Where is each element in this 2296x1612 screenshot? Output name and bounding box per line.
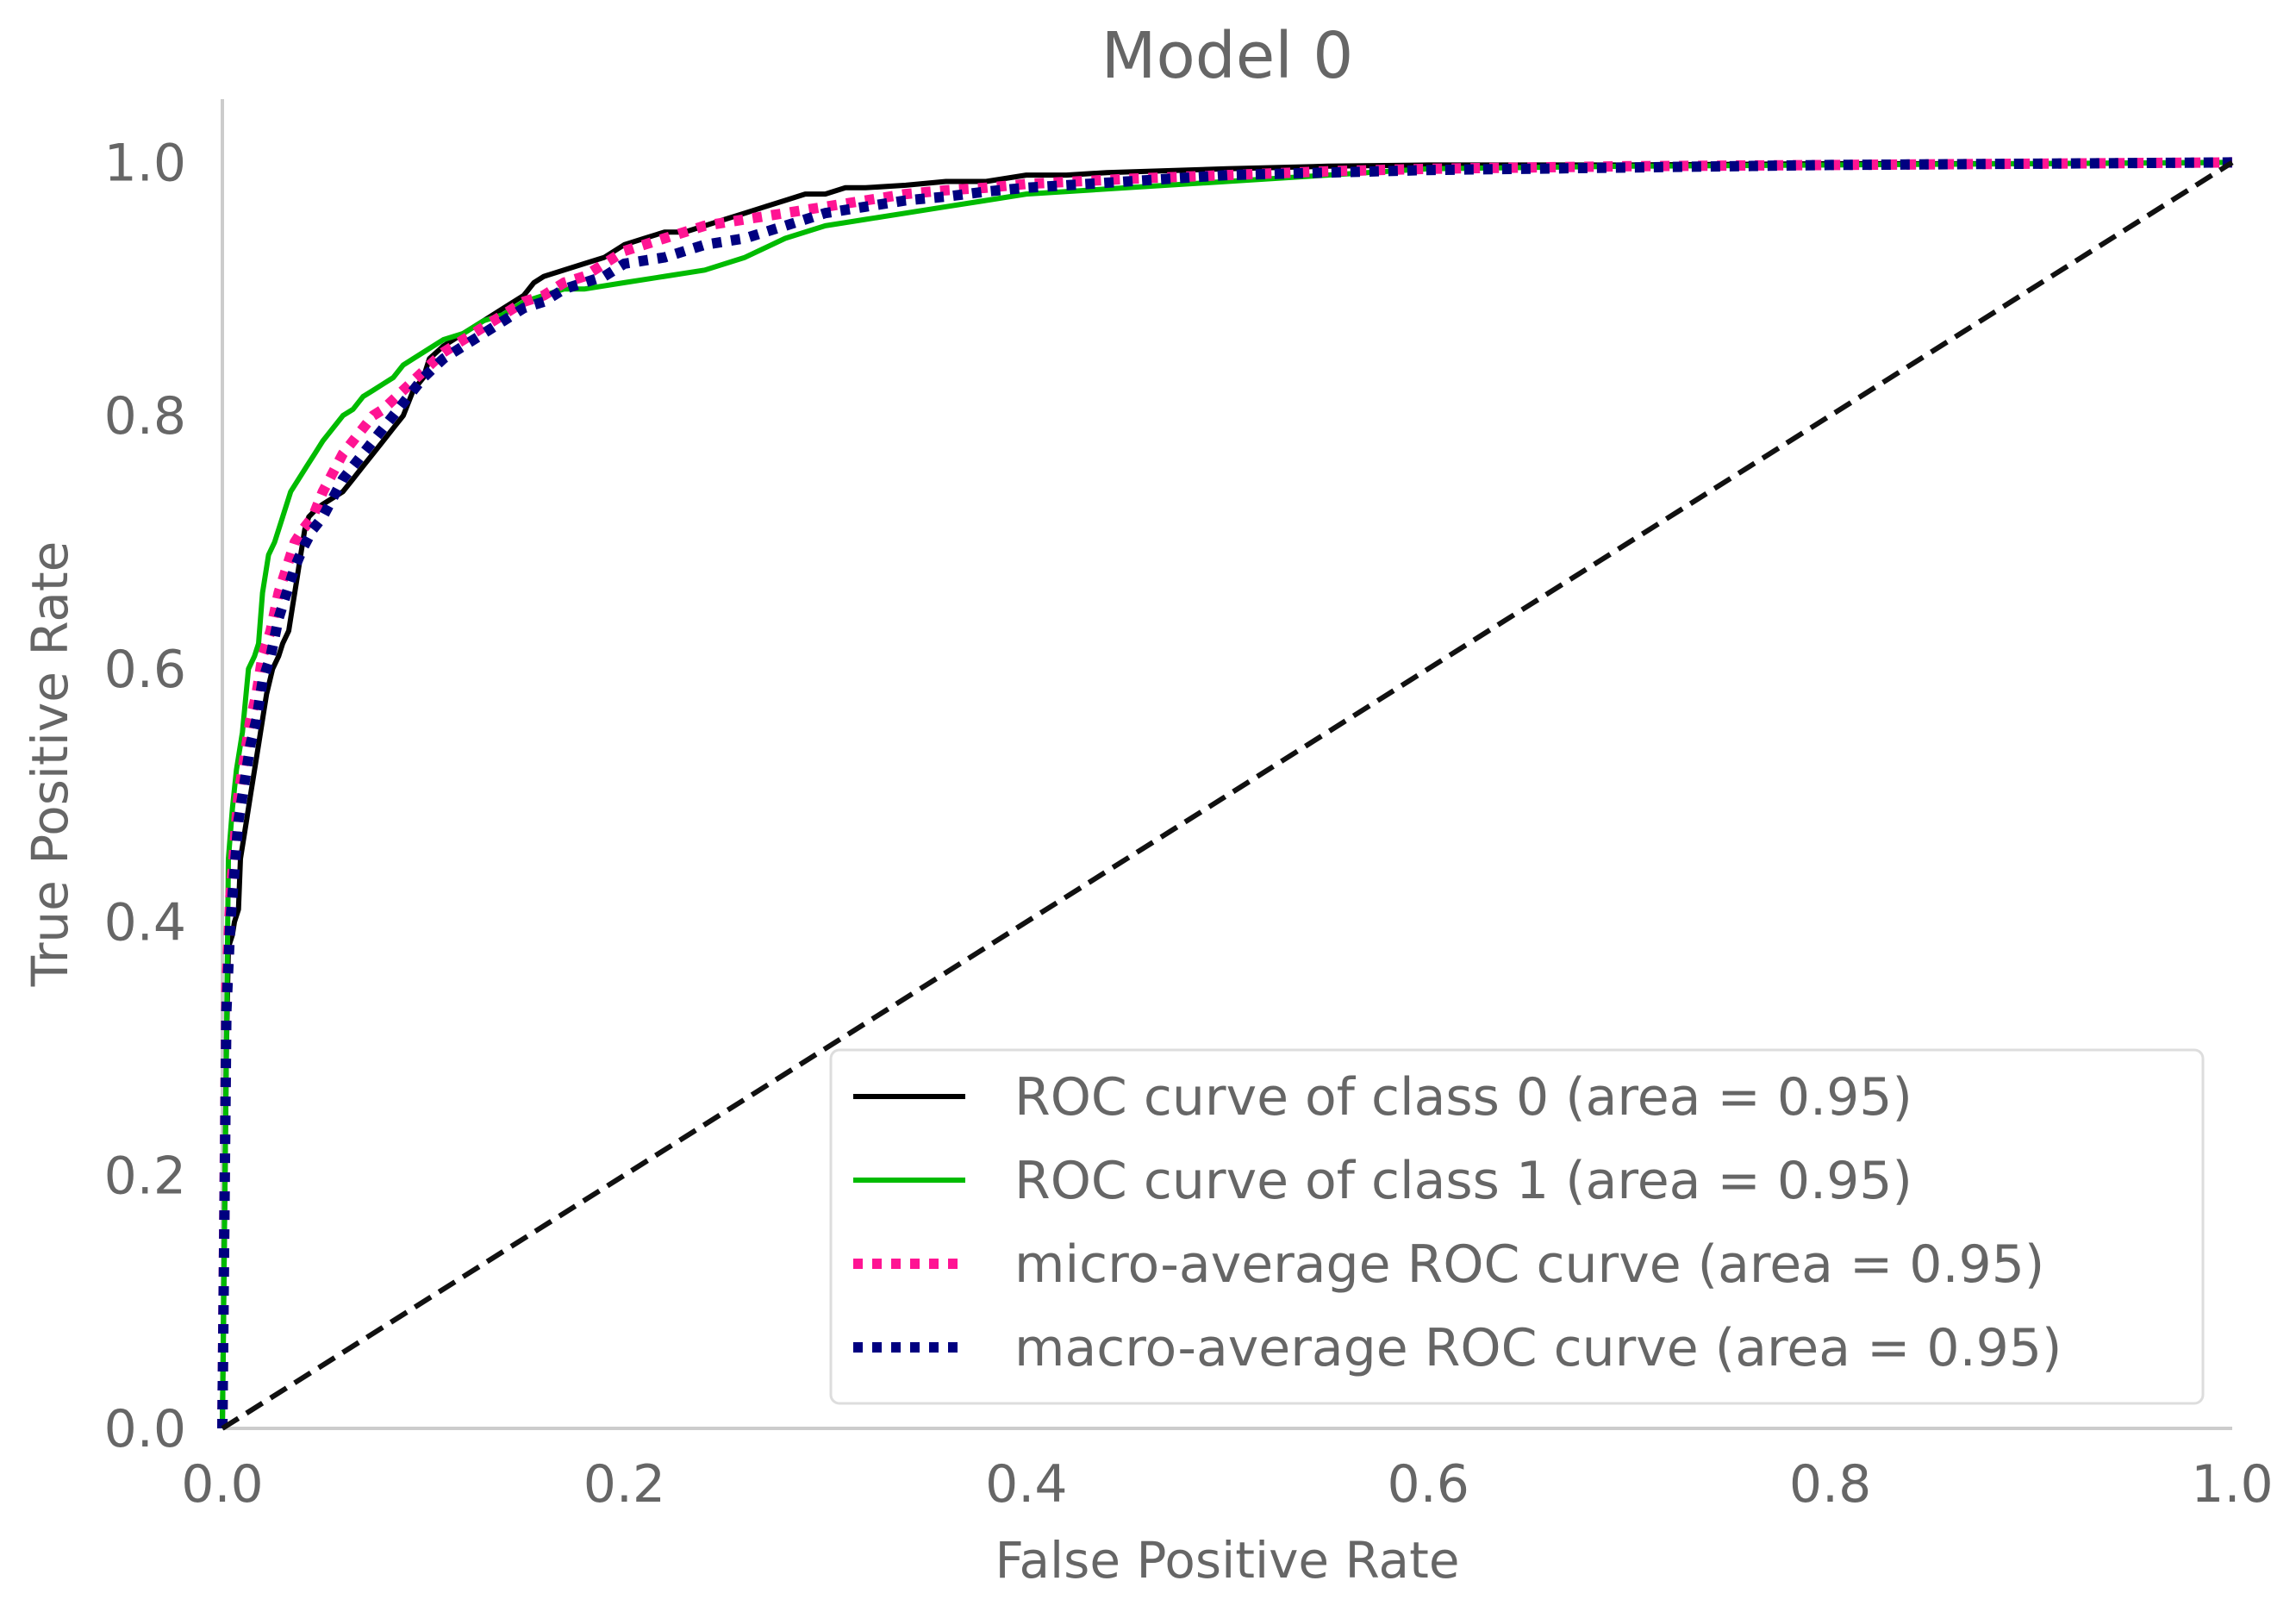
series-layer — [217, 157, 2234, 1431]
x-tick-label: 0.0 — [181, 1454, 263, 1515]
series-0-line — [220, 159, 2233, 1429]
series-1-line — [220, 159, 2233, 1429]
x-tick-label: 1.0 — [2191, 1454, 2273, 1515]
y-tick-label: 0.4 — [104, 893, 186, 953]
x-tick-label: 0.8 — [1789, 1454, 1871, 1515]
x-tick-label: 0.4 — [985, 1454, 1067, 1515]
y-tick-label: 0.8 — [104, 386, 186, 447]
legend-frame — [829, 1048, 2205, 1405]
y-tick-label: 1.0 — [104, 133, 186, 193]
x-tick-label: 0.6 — [1387, 1454, 1469, 1515]
legend-label-2: micro-average ROC curve (area = 0.95) — [1014, 1234, 2044, 1295]
y-tick-label: 0.2 — [104, 1146, 186, 1206]
y-tick-labels: 0.0 0.2 0.4 0.6 0.8 1.0 — [104, 133, 186, 1459]
legend-label-1: ROC curve of class 1 (area = 0.95) — [1014, 1151, 1912, 1211]
y-tick-label: 0.0 — [104, 1399, 186, 1459]
legend: ROC curve of class 0 (area = 0.95) ROC cu… — [829, 1048, 2205, 1405]
y-axis-label: True Positive Rate — [21, 541, 79, 988]
chart-title: Model 0 — [1101, 19, 1354, 93]
x-tick-labels: 0.0 0.2 0.4 0.6 0.8 1.0 — [181, 1454, 2273, 1515]
series-4-line — [221, 159, 2234, 1431]
series-2-line — [217, 157, 2233, 1429]
x-tick-label: 0.2 — [583, 1454, 665, 1515]
legend-label-0: ROC curve of class 0 (area = 0.95) — [1014, 1067, 1912, 1128]
legend-label-3: macro-average ROC curve (area = 0.95) — [1014, 1318, 2062, 1378]
y-tick-label: 0.6 — [104, 640, 186, 700]
x-axis-label: False Positive Rate — [995, 1531, 1459, 1590]
series-3-line — [217, 157, 2233, 1429]
